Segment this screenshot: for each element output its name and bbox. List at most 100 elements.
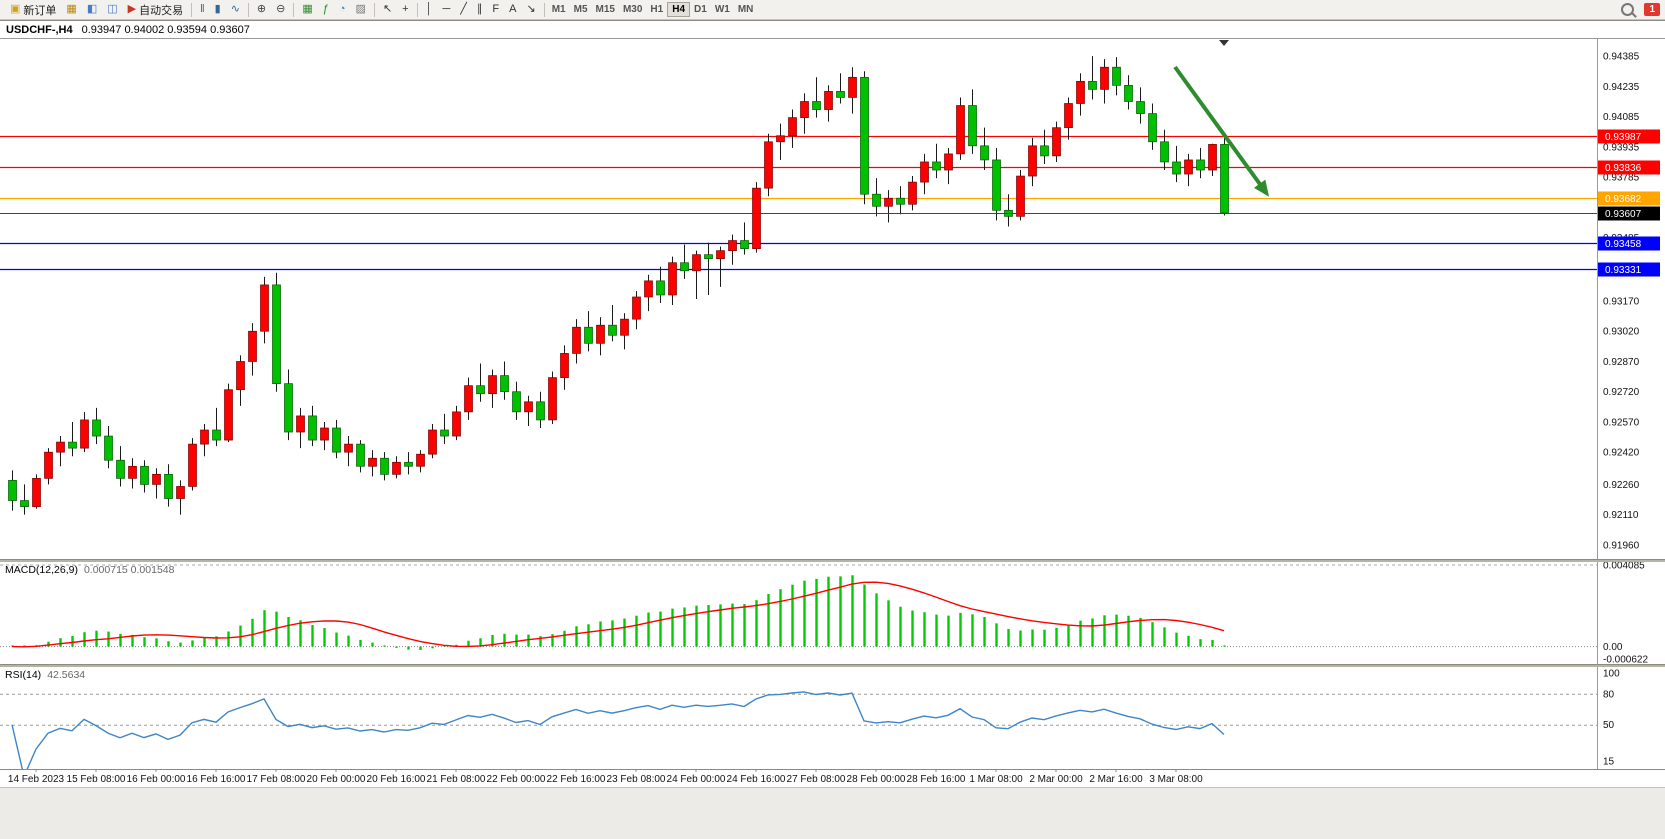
auto-trading-button[interactable]: ▶ 自动交易 xyxy=(123,0,188,20)
support-line-1-price-tag xyxy=(1598,236,1660,251)
candle xyxy=(308,405,317,447)
chart-title-bar: USDCHF-,H4 0.93947 0.94002 0.93594 0.936… xyxy=(0,21,1665,39)
candle xyxy=(1208,143,1217,177)
horizontal-line-button[interactable]: ─ xyxy=(437,0,455,20)
candle xyxy=(224,383,233,443)
periods-button[interactable]: ◔ xyxy=(334,0,351,20)
candle xyxy=(1016,170,1025,221)
channel-icon: ∥ xyxy=(476,3,483,15)
trend-arrow-annotation[interactable] xyxy=(1173,65,1264,189)
text-button[interactable]: A xyxy=(504,0,521,20)
channel-button[interactable]: ∥ xyxy=(472,0,488,20)
candle xyxy=(908,176,917,211)
time-axis-label: 20 Feb 16:00 xyxy=(367,774,426,785)
bars-chart-button[interactable]: ‖ xyxy=(195,0,210,20)
timeframe-m30-button[interactable]: M30 xyxy=(622,4,643,15)
candle xyxy=(92,407,101,445)
price-axis-label: 0.94385 xyxy=(1603,52,1640,63)
rsi-value: 42.5634 xyxy=(47,669,86,681)
candle xyxy=(980,127,989,171)
resistance-line-2-price-tag xyxy=(1598,160,1660,175)
candle xyxy=(404,452,413,475)
line-chart-button[interactable]: ∿ xyxy=(226,0,245,20)
price-axis-label: 0.91960 xyxy=(1603,540,1640,551)
candle xyxy=(824,85,833,122)
toolbar-separator xyxy=(293,2,295,17)
templates-icon: ▨ xyxy=(355,3,366,15)
candle xyxy=(140,460,149,493)
vertical-line-button[interactable]: │ xyxy=(421,0,438,20)
price-chart-svg: 0.94385 0.94235 0.94085 0.93935 0.93785 0.934… xyxy=(0,39,1660,559)
candle xyxy=(428,423,437,459)
timeframe-h1-button[interactable]: H1 xyxy=(650,4,664,15)
zoom-in-icon: ⊕ xyxy=(256,3,267,15)
arrows-icon: ↘ xyxy=(526,3,536,15)
timeframe-d1-button[interactable]: D1 xyxy=(694,4,707,15)
candle xyxy=(668,256,677,306)
price-chart-panel[interactable]: 0.94385 0.94235 0.94085 0.93935 0.93785 0.934… xyxy=(0,39,1665,559)
candle xyxy=(560,345,569,390)
candlestick-chart-button[interactable]: ▮ xyxy=(210,0,226,20)
candle xyxy=(1196,147,1205,179)
rsi-axis-label: 100 xyxy=(1603,669,1620,680)
notification-badge[interactable]: 1 xyxy=(1644,3,1660,16)
candle xyxy=(104,425,113,469)
trendline-button[interactable]: ╱ xyxy=(455,0,472,20)
candle xyxy=(1028,137,1037,187)
timeframe-h4-button[interactable]: H4 xyxy=(667,2,691,17)
text-icon: A xyxy=(509,3,517,15)
chart-shift-marker[interactable] xyxy=(1219,40,1229,46)
charts-icon[interactable]: ▦ xyxy=(61,0,81,20)
time-axis-label: 1 Mar 08:00 xyxy=(969,774,1023,785)
cursor-button[interactable]: ↖ xyxy=(378,0,397,20)
panel-splitter-1[interactable] xyxy=(0,559,1665,562)
arrows-button[interactable]: ↘ xyxy=(521,0,540,20)
pivot-line-price-tag xyxy=(1598,191,1660,206)
rsi-panel[interactable]: RSI(14) 42.5634 100 80 50 15 xyxy=(0,667,1665,769)
rsi-panel-header: RSI(14) 42.5634 xyxy=(5,669,85,681)
new-order-button[interactable]: ▣ 新订单 xyxy=(5,0,61,20)
candle xyxy=(572,319,581,364)
new-order-button-label: 新订单 xyxy=(23,4,57,17)
candle xyxy=(740,222,749,255)
candle xyxy=(776,123,785,160)
crosshair-button[interactable]: + xyxy=(397,0,413,20)
candle xyxy=(320,421,329,451)
support-line-2-price-tag-label: 0.93331 xyxy=(1605,265,1642,276)
time-axis-label: 14 Feb 2023 xyxy=(8,774,65,785)
market-watch-icon[interactable]: ◧ xyxy=(82,0,102,20)
fibonacci-button[interactable]: F xyxy=(487,0,504,20)
macd-values: 0.000715 0.001548 xyxy=(83,564,175,576)
macd-panel[interactable]: MACD(12,26,9) 0.000715 0.001548 0.004085 0… xyxy=(0,562,1665,664)
candle xyxy=(176,480,185,515)
main-toolbar: ▣ 新订单 ▦ ◧ ◫ ▶ 自动交易 ‖ ▮ ∿ ⊕ ⊖ ▦ ƒ ◔ ▨ ↖ + │ ─ ╱ ∥ F A ↘ M1 M5 M15 M30… xyxy=(0,0,1665,20)
auto-trading-icon: ▶ xyxy=(127,3,137,15)
tile-windows-button[interactable]: ▦ xyxy=(297,0,317,20)
candlestick-chart-icon: ▮ xyxy=(214,3,221,15)
panel-splitter-2[interactable] xyxy=(0,664,1665,667)
zoom-in-button[interactable]: ⊕ xyxy=(252,0,271,20)
candle xyxy=(896,186,905,215)
rsi-axis-label: 80 xyxy=(1603,689,1615,700)
search-icon[interactable] xyxy=(1621,3,1635,16)
toolbar-separator xyxy=(543,2,545,17)
macd-svg: 0.004085 0.00 -0.000622 xyxy=(0,562,1648,664)
timeframe-m15-button[interactable]: M15 xyxy=(595,4,615,15)
candle xyxy=(536,391,545,428)
timeframe-w1-button[interactable]: W1 xyxy=(714,4,730,15)
rsi-title: RSI(14) xyxy=(5,669,42,681)
chart-symbol-title: USDCHF-,H4 xyxy=(6,23,73,36)
chart-window: USDCHF-,H4 0.93947 0.94002 0.93594 0.936… xyxy=(0,20,1665,839)
zoom-out-button[interactable]: ⊖ xyxy=(271,0,290,20)
timeframe-m5-button[interactable]: M5 xyxy=(573,4,588,15)
zoom-out-icon: ⊖ xyxy=(276,3,286,15)
navigator-icon[interactable]: ◫ xyxy=(102,0,122,20)
timeframe-m1-button[interactable]: M1 xyxy=(551,4,566,15)
indicators-button[interactable]: ƒ xyxy=(318,0,334,20)
rsi-axis-label: 15 xyxy=(1603,756,1615,767)
candle xyxy=(248,323,257,376)
time-axis[interactable]: 14 Feb 2023 15 Feb 08:00 16 Feb 00:00 16 Fe… xyxy=(0,769,1665,787)
candle xyxy=(488,369,497,408)
templates-button[interactable]: ▨ xyxy=(351,0,371,20)
timeframe-mn-button[interactable]: MN xyxy=(737,4,754,15)
